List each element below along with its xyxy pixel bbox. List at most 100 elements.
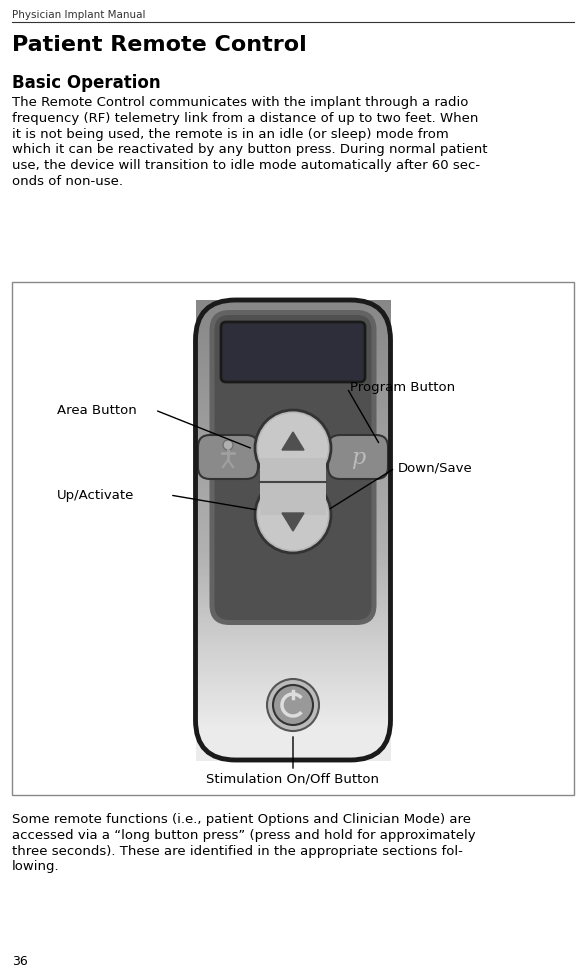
Bar: [196, 401, 390, 404]
Bar: [196, 608, 390, 611]
Bar: [196, 502, 390, 505]
Bar: [196, 605, 390, 608]
Bar: [196, 438, 390, 441]
Bar: [196, 456, 390, 459]
Bar: [196, 686, 390, 689]
Text: Up/Activate: Up/Activate: [57, 488, 134, 501]
Bar: [196, 563, 390, 565]
Bar: [196, 604, 390, 606]
Bar: [196, 488, 390, 491]
Circle shape: [267, 679, 319, 731]
Bar: [196, 541, 390, 544]
Bar: [196, 348, 390, 351]
Bar: [196, 307, 390, 310]
Bar: [196, 409, 390, 410]
Bar: [196, 484, 390, 487]
Bar: [196, 355, 390, 358]
Bar: [196, 732, 390, 735]
Text: onds of non-use.: onds of non-use.: [12, 175, 123, 188]
Bar: [196, 490, 390, 493]
Bar: [196, 477, 390, 480]
Bar: [196, 629, 390, 632]
Bar: [196, 583, 390, 586]
Bar: [196, 744, 390, 747]
Bar: [196, 595, 390, 598]
Bar: [196, 652, 390, 654]
Bar: [196, 507, 390, 510]
Bar: [196, 328, 390, 331]
Bar: [196, 615, 390, 618]
Circle shape: [258, 413, 328, 483]
Bar: [196, 737, 390, 740]
Bar: [196, 624, 390, 627]
FancyBboxPatch shape: [221, 322, 365, 382]
Bar: [196, 300, 390, 303]
Text: accessed via a “long button press” (press and hold for approximately: accessed via a “long button press” (pres…: [12, 829, 476, 841]
Bar: [196, 512, 390, 515]
Bar: [196, 380, 390, 383]
Bar: [196, 617, 390, 620]
Bar: [196, 463, 390, 466]
Bar: [196, 323, 390, 326]
Bar: [196, 565, 390, 567]
Bar: [196, 445, 390, 448]
Bar: [196, 693, 390, 696]
Bar: [196, 365, 390, 368]
Bar: [196, 714, 390, 717]
Bar: [196, 431, 390, 434]
Bar: [196, 426, 390, 429]
Bar: [196, 524, 390, 526]
Text: Physician Implant Manual: Physician Implant Manual: [12, 10, 145, 20]
Bar: [196, 311, 390, 314]
Text: Patient Remote Control: Patient Remote Control: [12, 35, 306, 55]
Bar: [196, 597, 390, 600]
FancyBboxPatch shape: [210, 310, 376, 625]
Bar: [196, 498, 390, 500]
Bar: [196, 620, 390, 622]
Bar: [196, 647, 390, 650]
Bar: [196, 749, 390, 752]
Bar: [196, 634, 390, 637]
Bar: [196, 358, 390, 361]
Bar: [196, 346, 390, 349]
Bar: [196, 566, 390, 569]
Bar: [196, 376, 390, 378]
Bar: [196, 378, 390, 381]
Bar: [196, 475, 390, 478]
Bar: [196, 406, 390, 409]
Bar: [196, 571, 390, 574]
Text: which it can be reactivated by any button press. During normal patient: which it can be reactivated by any butto…: [12, 143, 488, 156]
Bar: [196, 387, 390, 390]
Bar: [196, 394, 390, 397]
Bar: [196, 656, 390, 659]
Bar: [196, 532, 390, 535]
Bar: [196, 636, 390, 639]
Bar: [196, 470, 390, 473]
Bar: [196, 649, 390, 652]
Text: use, the device will transition to idle mode automatically after 60 sec-: use, the device will transition to idle …: [12, 159, 480, 173]
Text: 36: 36: [12, 955, 28, 968]
Bar: [196, 576, 390, 579]
Bar: [196, 758, 390, 760]
Bar: [196, 723, 390, 726]
Bar: [196, 319, 390, 321]
Bar: [196, 473, 390, 475]
Bar: [196, 330, 390, 332]
FancyBboxPatch shape: [328, 435, 388, 479]
Bar: [196, 360, 390, 363]
Polygon shape: [282, 513, 304, 531]
Polygon shape: [282, 432, 304, 450]
Bar: [196, 514, 390, 517]
Bar: [196, 725, 390, 728]
Bar: [196, 390, 390, 393]
Bar: [196, 344, 390, 346]
Bar: [196, 707, 390, 710]
Bar: [196, 410, 390, 413]
Bar: [196, 534, 390, 537]
Bar: [196, 698, 390, 701]
Bar: [196, 666, 390, 669]
Bar: [196, 673, 390, 676]
Bar: [196, 746, 390, 749]
Bar: [196, 482, 390, 485]
Bar: [196, 321, 390, 324]
